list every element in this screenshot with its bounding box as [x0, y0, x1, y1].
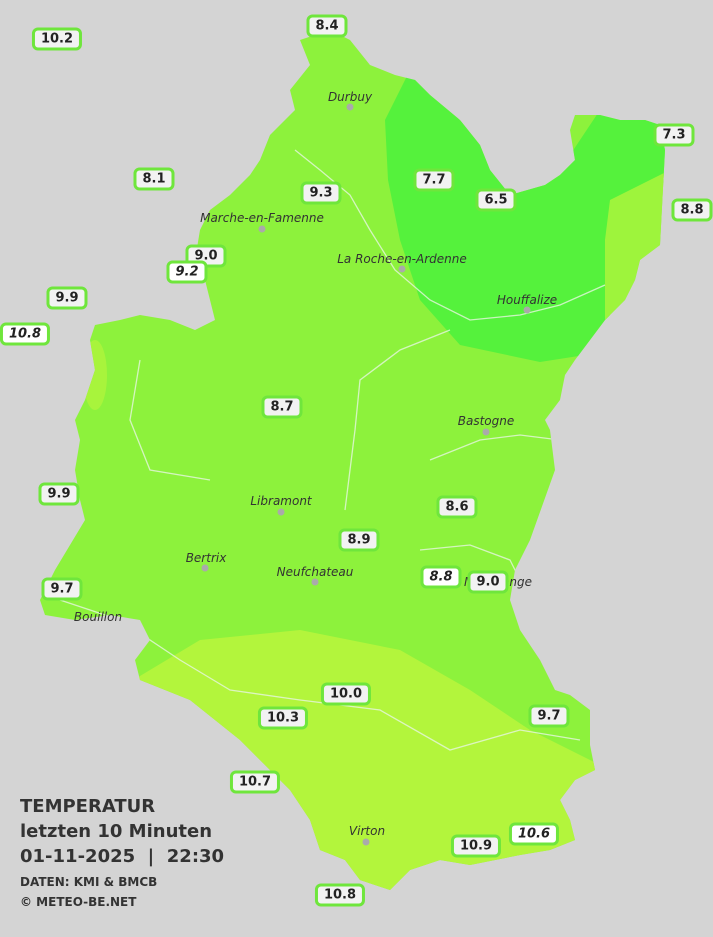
city-label: Virton: [348, 824, 386, 838]
city-label: Bouillon: [73, 610, 123, 624]
station-value: 10.6: [508, 822, 560, 846]
city-label: Bastogne: [457, 414, 515, 428]
station-value: 8.6: [436, 495, 478, 519]
station-value: 10.2: [31, 27, 83, 51]
station-value: 9.7: [528, 704, 570, 728]
city-dot: [398, 265, 406, 273]
station-value: 7.3: [653, 123, 695, 147]
station-value: 7.7: [413, 168, 455, 192]
station-value: 8.9: [338, 528, 380, 552]
station-value: 9.2: [166, 260, 208, 284]
credit: © METEO-BE.NET: [20, 895, 137, 909]
station-value: 8.7: [261, 395, 303, 419]
station-value: 10.9: [450, 834, 502, 858]
station-value: 10.7: [229, 770, 281, 794]
station-value: 10.8: [0, 322, 51, 346]
city-dot: [523, 306, 531, 314]
city-dot: [346, 103, 354, 111]
station-value: 8.8: [420, 565, 462, 589]
title: TEMPERATUR: [20, 796, 156, 817]
station-value: 9.3: [300, 181, 342, 205]
station-value: 6.5: [475, 188, 517, 212]
city-dot: [482, 428, 490, 436]
city-label: Bertrix: [185, 551, 227, 565]
station-value: 8.4: [306, 14, 348, 38]
station-value: 10.8: [314, 883, 366, 907]
city-dot: [277, 508, 285, 516]
subtitle: letzten 10 Minuten: [20, 821, 213, 842]
city-label: La Roche-en-Ardenne: [337, 252, 467, 266]
city-label: Marche-en-Famenne: [200, 211, 324, 225]
station-value: 8.1: [133, 167, 175, 191]
station-value: 9.0: [467, 570, 509, 594]
city-dot: [258, 225, 266, 233]
station-value: 8.8: [671, 198, 713, 222]
station-value: 9.9: [46, 286, 88, 310]
city-dot: [201, 564, 209, 572]
city-label: Neufchateau: [276, 565, 354, 579]
city-label: Libramont: [250, 494, 312, 508]
city-label: Houffalize: [496, 293, 558, 307]
city-label: Durbuy: [327, 90, 373, 104]
source: DATEN: KMI & BMCB: [20, 875, 158, 889]
station-value: 9.7: [41, 577, 83, 601]
city-dot: [362, 838, 370, 846]
datetime: 01-11-2025 | 22:30: [20, 846, 225, 867]
city-dot: [311, 578, 319, 586]
station-value: 10.0: [320, 682, 372, 706]
station-value: 9.9: [38, 482, 80, 506]
station-value: 10.3: [257, 706, 309, 730]
